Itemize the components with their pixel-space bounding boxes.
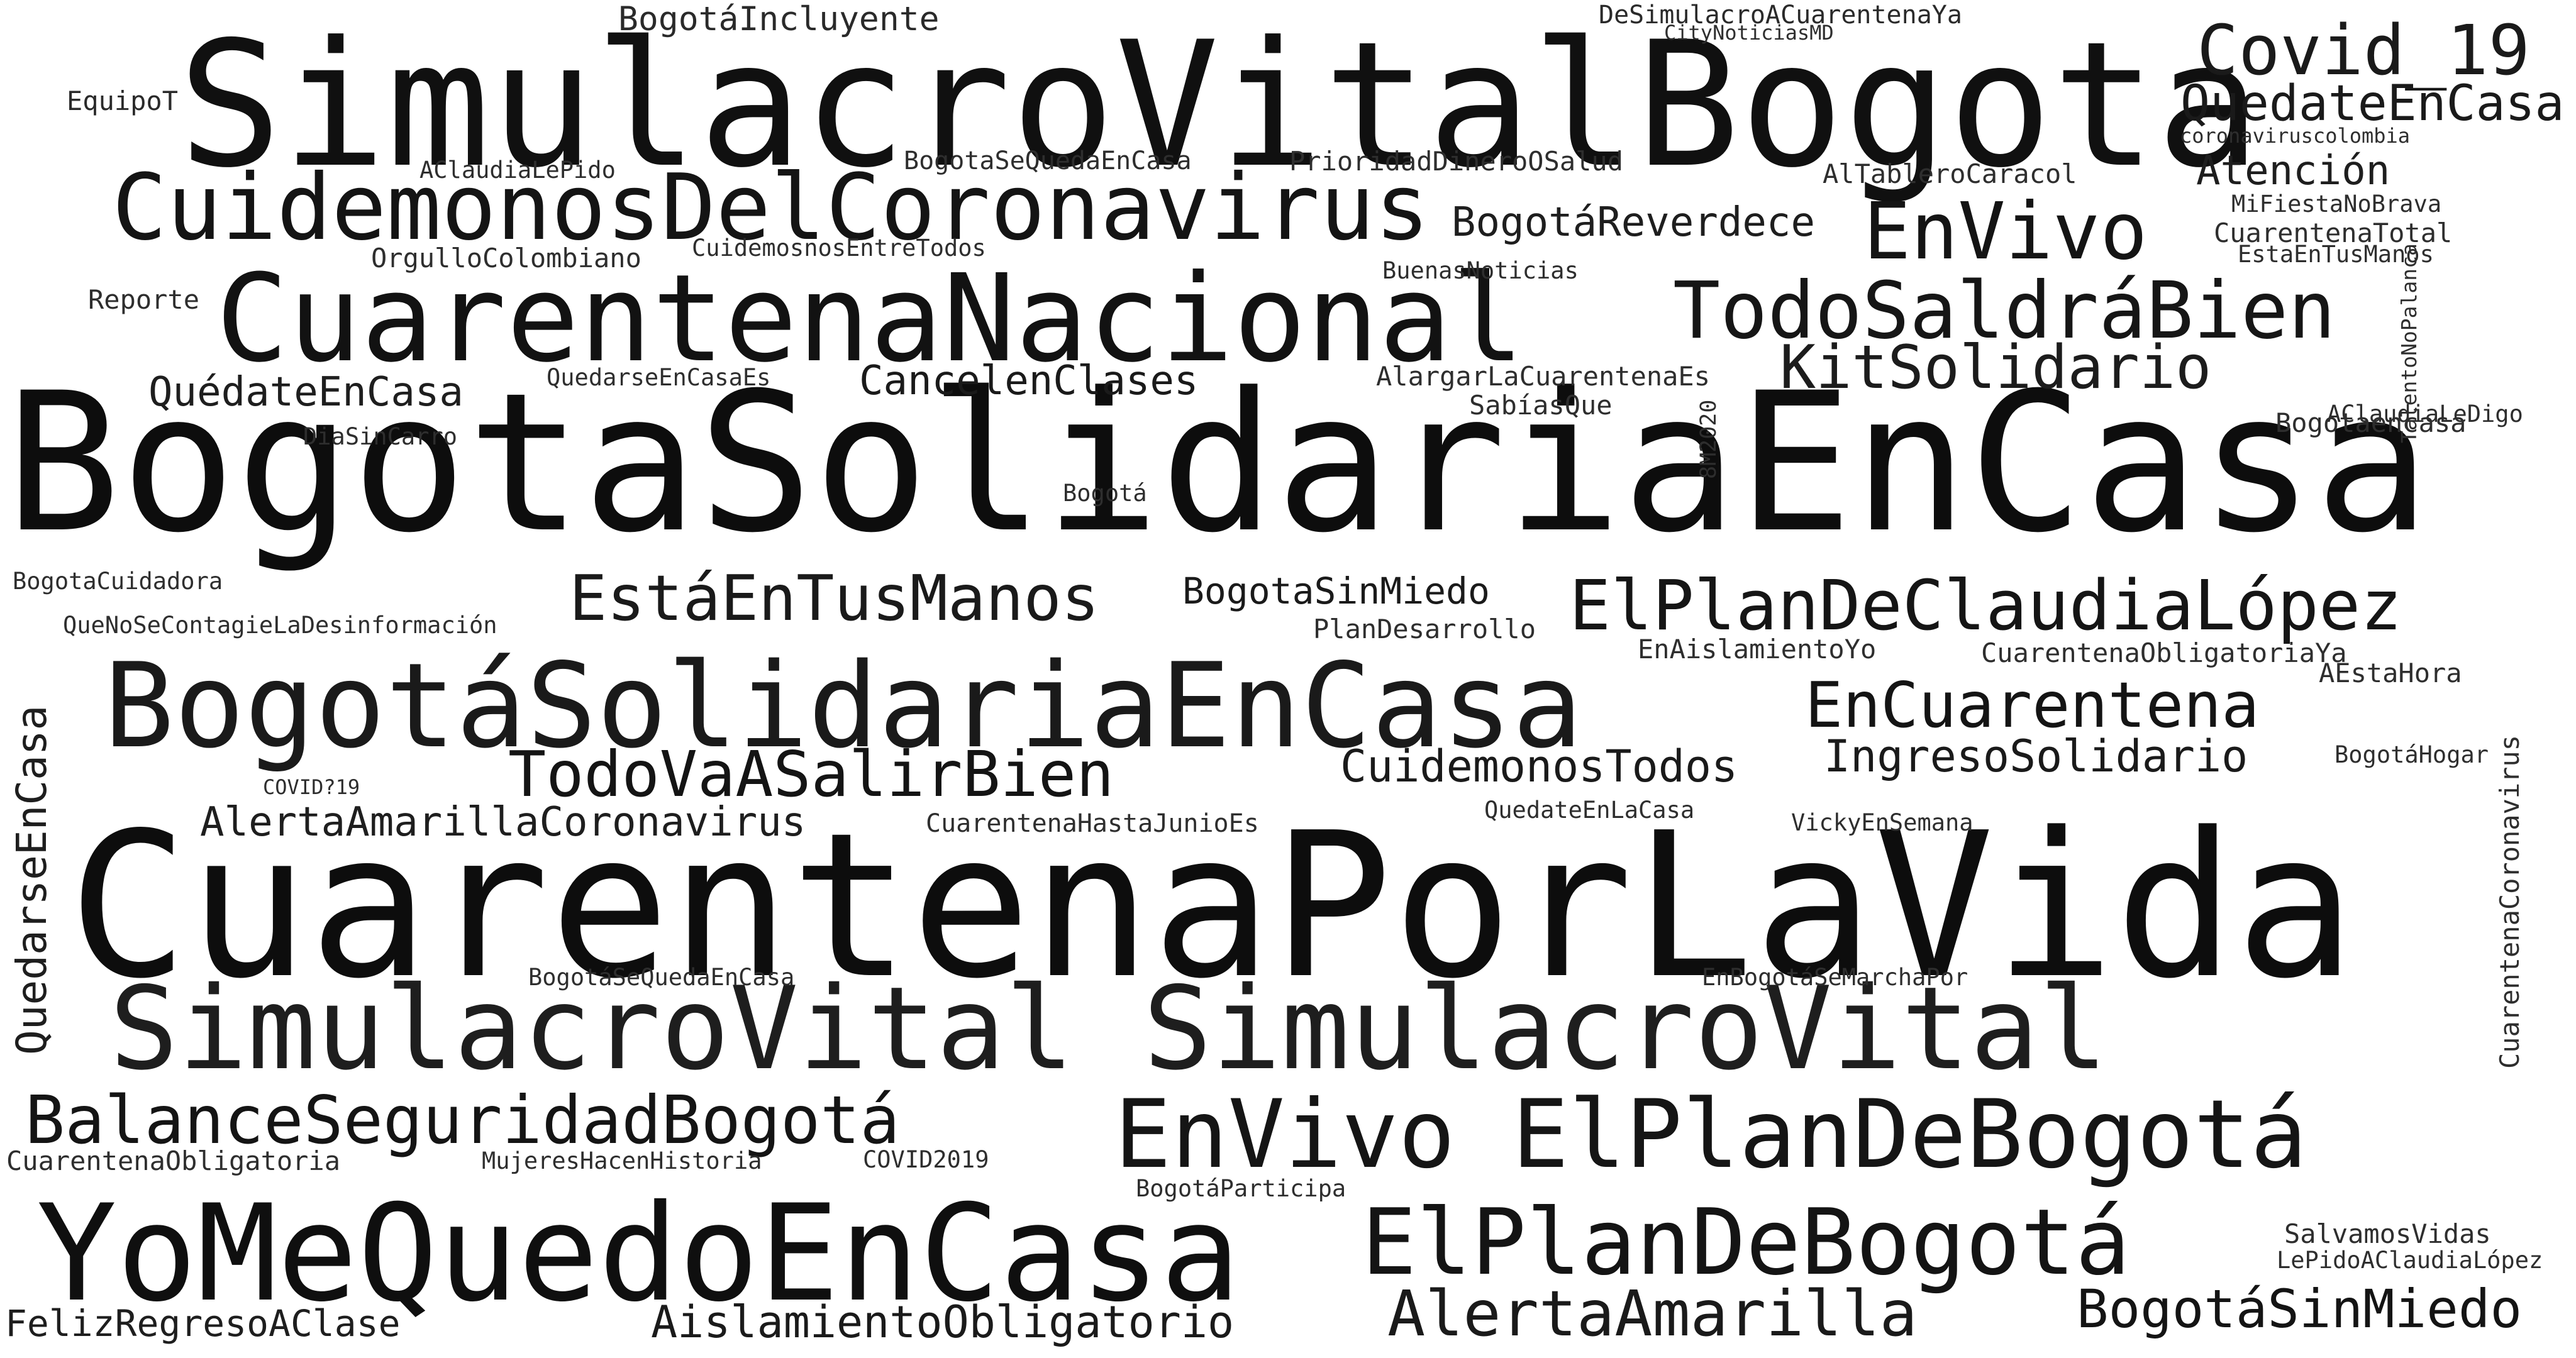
word-reporte: Reporte	[88, 284, 200, 315]
word-cuarentena-hasta-junio-es: CuarentenaHastaJunioEs	[926, 809, 1259, 838]
word-bogota-incluyente: BogotáIncluyente	[618, 0, 940, 38]
word-cuidemosnos-entre-todos: CuidemosnosEntreTodos	[692, 235, 986, 262]
word-cuarentena-coronavirus: CuarentenaCoronavirus	[2494, 734, 2525, 1069]
word-orgullo-colombiano: OrgulloColombiano	[371, 243, 641, 273]
word-cuidemonos-todos: CuidemonosTodos	[1340, 741, 1738, 792]
word-bogota-se-queda-en-casa-accent: BogotáSeQuedaEnCasa	[528, 964, 795, 991]
word-kit-solidario: KitSolidario	[1780, 333, 2212, 402]
word-8m2020: 8M2020	[1696, 399, 1721, 479]
word-alargar-la-cuarentena-es: AlargarLaCuarentenaEs	[1376, 361, 1711, 392]
word-prioridad-dinero-o-salud: PrioridadDineroOSalud	[1289, 146, 1624, 177]
word-quedate-en-casa: QuedateEnCasa	[2180, 75, 2565, 132]
word-en-aislamiento-yo: EnAislamientoYo	[1638, 634, 1877, 665]
word-quedate-en-casa-accent: QuédateEnCasa	[148, 369, 464, 416]
word-alerta-amarilla: AlertaAmarilla	[1387, 1277, 1918, 1350]
word-bogota: Bogotá	[1063, 480, 1147, 507]
word-en-vivo: EnVivo	[1863, 186, 2148, 277]
word-bogota-participa: BogotáParticipa	[1136, 1175, 1346, 1202]
word-vicky-en-semana: VickyEnSemana	[1791, 809, 1974, 836]
word-quedarse-en-casa-vertical: QuedarseEnCasa	[8, 705, 56, 1055]
word-equipo-t: EquipoT	[67, 86, 179, 116]
word-alerta-amarilla-coronavirus: AlertaAmarillaCoronavirus	[200, 799, 806, 846]
word-talento-no-palanca: TalentoNoPalanca	[2397, 243, 2421, 443]
word-en-cuarentena: EnCuarentena	[1805, 668, 2260, 742]
word-bogota-hogar: BogotáHogar	[2334, 741, 2489, 768]
word-cuarentena-obligatoria-ya: CuarentenaObligatoriaYa	[1981, 638, 2347, 668]
word-cuarentena-por-la-vida: CuarentenaPorLaVida	[68, 790, 2356, 1022]
word-a-claudia-le-digo: AClaudiaLeDigo	[2327, 400, 2523, 428]
word-salvamos-vidas: SalvamosVidas	[2284, 1218, 2491, 1249]
word-bogota-se-queda-en-casa: BogotaSeQuedaEnCasa	[904, 146, 1192, 175]
word-yo-me-quedo-en-casa: YoMeQuedoEnCasa	[36, 1176, 1241, 1331]
word-coronaviruscolombia: coronaviruscolombia	[2180, 124, 2411, 148]
word-ingreso-solidario: IngresoSolidario	[1824, 731, 2248, 782]
word-cuarentena-nacional: CuarentenaNacional	[216, 249, 1524, 389]
word-a-esta-hora: AEstaHora	[2319, 658, 2462, 688]
word-mi-fiesta-no-brava: MiFiestaNoBrava	[2231, 190, 2442, 218]
word-cuarentena-total: CuarentenaTotal	[2214, 218, 2453, 248]
word-el-plan-de-bogota: ElPlanDeBogotá	[1362, 1190, 2131, 1296]
word-esta-en-tus-manos: EstáEnTusManos	[569, 561, 1099, 635]
word-al-tablero-caracol: AlTableroCaracol	[1823, 158, 2077, 189]
word-dia-sin-carro: DiaSinCarro	[303, 423, 458, 450]
word-en-bogota-se-marcha-por: EnBogotáSeMarchaPor	[1702, 964, 1968, 991]
word-feliz-regreso-a-clase: FelizRegresoAClase	[5, 1302, 401, 1345]
word-simulacro-vital-double: SimulacroVital SimulacroVital	[109, 962, 2108, 1095]
word-cuarentena-obligatoria: CuarentenaObligatoria	[6, 1145, 341, 1176]
word-covid-19: Covid_19	[2197, 10, 2530, 91]
word-bogotaencasa: Bogotaencasa	[2275, 407, 2467, 438]
word-atencion: Atención	[2196, 148, 2390, 194]
word-le-pido-a-claudia-lopez: LePidoAClaudiaLópez	[2277, 1247, 2543, 1274]
word-a-claudia-le-pido: AClaudiaLePido	[419, 157, 616, 184]
word-buenas-noticias: BuenasNoticias	[1382, 257, 1579, 284]
word-todo-va-a-salir-bien: TodoVaASalirBien	[508, 737, 1114, 811]
word-bogota-reverdece: BogotáReverdece	[1452, 199, 1815, 246]
word-bogota-cuidadora: BogotaCuidadora	[13, 568, 223, 595]
word-plan-desarrollo: PlanDesarrollo	[1313, 614, 1536, 644]
word-simulacro-vital-bogota: SimulacroVitalBogota	[178, 4, 2261, 206]
word-en-vivo-el-plan-de-bogota: EnVivo ElPlanDeBogotá	[1114, 1080, 2307, 1190]
word-cancelen-clases: CancelenClases	[859, 358, 1199, 404]
word-de-simulacro-a-cuarentena-ya: DeSimulacroACuarentenaYa	[1599, 1, 1962, 30]
word-que-no-se-contagie-la-desinformacion: QueNoSeContagieLaDesinformación	[63, 612, 497, 639]
word-cuidemonos-del-coronavirus: CuidemonosDelCoronavirus	[112, 155, 1430, 261]
word-city-noticias-md: CityNoticiasMD	[1664, 21, 1834, 45]
word-covid2019: COVID2019	[863, 1146, 989, 1173]
word-bogota-solidaria-en-casa-accent: BogotáSolidariaEnCasa	[104, 638, 1583, 774]
word-esta-en-tus-manos-small: EstaEnTusManos	[2238, 241, 2434, 268]
word-el-plan-de-claudia-lopez: ElPlanDeClaudiaLópez	[1569, 565, 2402, 646]
word-mujeres-hacen-historia: MujeresHacenHistoria	[482, 1147, 762, 1174]
word-aislamiento-obligatorio: AislamientoObligatorio	[651, 1296, 1235, 1348]
word-quedate-en-la-casa: QuedateEnLaCasa	[1484, 797, 1695, 824]
word-balance-seguridad-bogota: BalanceSeguridadBogotá	[25, 1082, 900, 1159]
word-covid-19-glyph: COVID?19	[263, 775, 360, 799]
word-todo-saldra-bien: TodoSaldráBien	[1673, 265, 2336, 356]
word-sabias-que: SabíasQue	[1469, 390, 1613, 421]
word-bogota-solidaria-en-casa: BogotaSolidariaEnCasa	[5, 351, 2431, 575]
word-bogota-sin-miedo: BogotaSinMiedo	[1182, 570, 1490, 612]
word-quedarse-en-casa-es: QuedarseEnCasaEs	[547, 364, 771, 391]
word-bogota-sin-miedo-large: BogotáSinMiedo	[2077, 1278, 2523, 1340]
